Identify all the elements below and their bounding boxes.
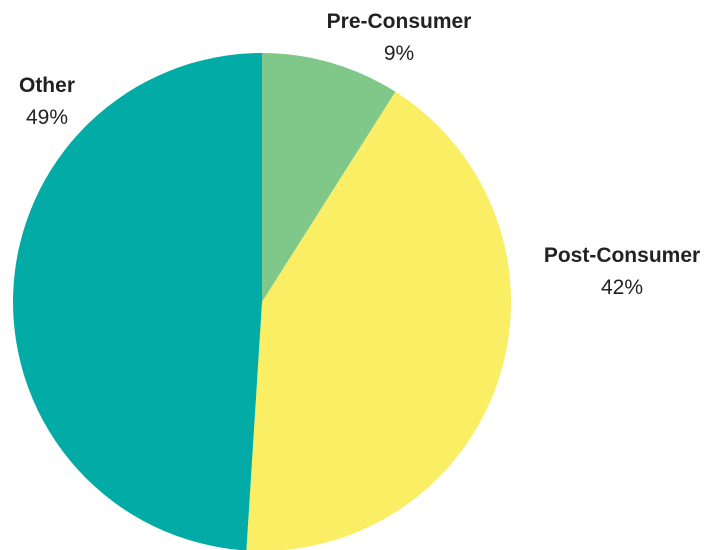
slice-name-pre-consumer: Pre-Consumer (327, 10, 472, 33)
slice-label-other: Other 49% (19, 74, 75, 129)
slice-name-post-consumer: Post-Consumer (544, 244, 700, 267)
slice-value-other: 49% (26, 106, 68, 129)
slice-label-pre-consumer: Pre-Consumer 9% (327, 10, 472, 65)
slice-value-post-consumer: 42% (601, 276, 643, 299)
slice-label-post-consumer: Post-Consumer 42% (544, 244, 700, 299)
pie-slices (12, 53, 512, 550)
slice-other (12, 53, 262, 550)
slice-name-other: Other (19, 74, 75, 97)
slice-post-consumer (246, 91, 512, 550)
slice-value-pre-consumer: 9% (384, 42, 414, 65)
slice-pre-consumer (262, 53, 396, 302)
